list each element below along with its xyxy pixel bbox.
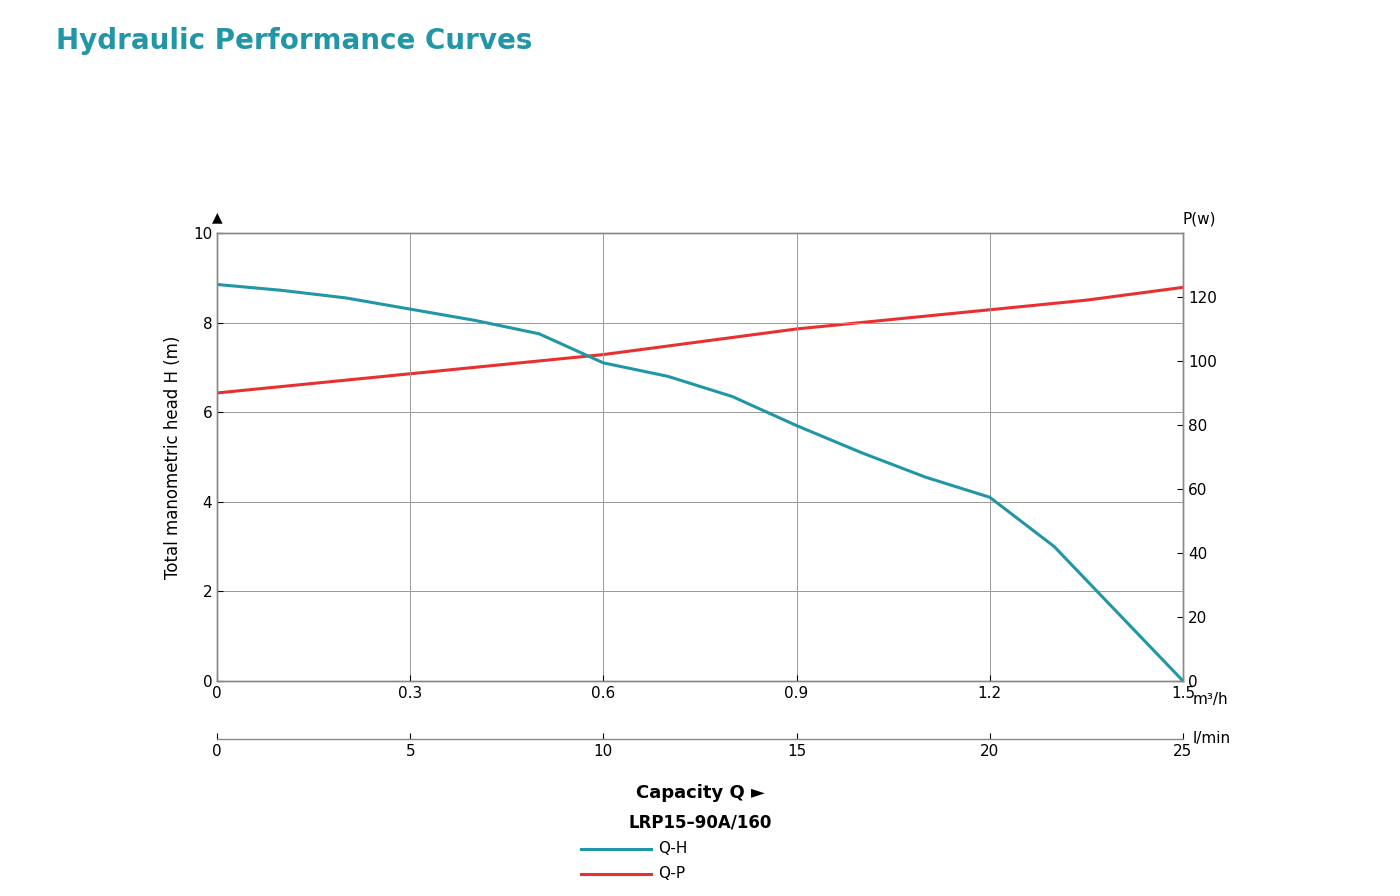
Text: LRP15–90A/160: LRP15–90A/160 [629,814,771,831]
Text: Q-H: Q-H [658,841,687,856]
Y-axis label: Total manometric head H (m): Total manometric head H (m) [164,335,182,579]
Text: ▲: ▲ [211,210,223,224]
Text: Hydraulic Performance Curves: Hydraulic Performance Curves [56,27,532,55]
Text: l/min: l/min [1193,731,1231,746]
Text: m³/h: m³/h [1193,692,1228,707]
Text: Q-P: Q-P [658,866,685,881]
Text: P(w): P(w) [1183,211,1217,227]
Text: Capacity Q ►: Capacity Q ► [636,784,764,802]
